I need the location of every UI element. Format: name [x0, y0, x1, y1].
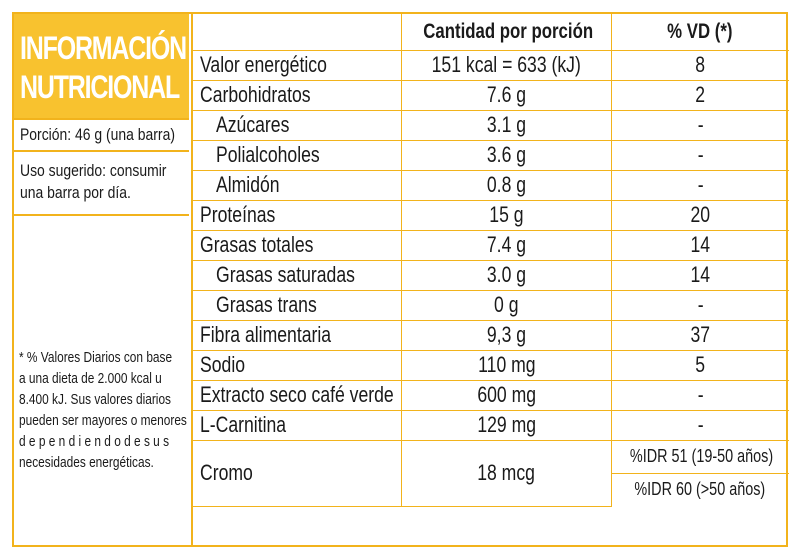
table-row: Extracto seco café verde 600 mg - — [191, 379, 789, 411]
table-header-row: Cantidad por porción % VD (*) — [191, 14, 789, 51]
row-idr-senior: %IDR 60 (>50 años) — [611, 472, 789, 506]
header-dv: % VD (*) — [611, 14, 789, 51]
row-amount: 3.6 g — [401, 139, 612, 171]
row-amount: 129 mg — [401, 409, 612, 441]
table-row: Valor energético 151 kcal = 633 (kJ) 8 — [191, 49, 789, 81]
row-name: Grasas saturadas — [191, 259, 402, 291]
row-name: Azúcares — [191, 109, 402, 141]
row-dv: 14 — [611, 229, 789, 261]
table-row: Carbohidratos 7.6 g 2 — [191, 79, 789, 111]
row-name: Fibra alimentaria — [191, 319, 402, 351]
row-dv: - — [611, 139, 789, 171]
table-row: L-Carnitina 129 mg - — [191, 409, 789, 441]
row-name: Grasas trans — [191, 289, 402, 321]
title-line-1: INFORMACIÓN — [20, 30, 187, 66]
usage-line-2: una barra por día. — [20, 183, 131, 202]
row-dv: - — [611, 169, 789, 201]
row-name: Valor energético — [191, 49, 402, 81]
row-name: Polialcoholes — [191, 139, 402, 171]
portion-text: Porción: 46 g (una barra) — [20, 125, 175, 144]
row-dv: - — [611, 109, 789, 141]
row-name: Carbohidratos — [191, 79, 402, 111]
row-name: Sodio — [191, 349, 402, 381]
table-row-chrome-2: %IDR 60 (>50 años) — [192, 472, 789, 506]
row-dv: 2 — [611, 79, 789, 111]
table-row: Grasas totales 7.4 g 14 — [191, 229, 789, 261]
note-line: a una dieta de 2.000 kcal u — [19, 371, 162, 387]
row-idr-adult: %IDR 51 (19-50 años) — [611, 439, 789, 474]
left-panel: INFORMACIÓN NUTRICIONAL Porción: 46 g (u… — [14, 14, 193, 545]
note-line: necesidades energéticas. — [19, 455, 154, 471]
row-name: Extracto seco café verde — [191, 379, 402, 411]
row-amount: 9,3 g — [401, 319, 612, 351]
row-dv: - — [611, 409, 789, 441]
row-name: L-Carnitina — [191, 409, 402, 441]
row-amount: 7.4 g — [401, 229, 612, 261]
row-dv: 14 — [611, 259, 789, 291]
table-row: Sodio 110 mg 5 — [191, 349, 789, 381]
usage-info: Uso sugerido: consumir una barra por día… — [14, 152, 189, 216]
table-row: Proteínas 15 g 20 — [191, 199, 789, 231]
table-row-chrome: Cromo 18 mcg %IDR 51 (19-50 años) — [191, 439, 789, 507]
row-amount: 110 mg — [401, 349, 612, 381]
row-amount: 600 mg — [401, 379, 612, 411]
row-dv: 5 — [611, 349, 789, 381]
row-name: Proteínas — [191, 199, 402, 231]
nutrition-label: INFORMACIÓN NUTRICIONAL Porción: 46 g (u… — [12, 12, 789, 547]
note-line: * % Valores Diarios con base — [19, 350, 173, 366]
title-block: INFORMACIÓN NUTRICIONAL — [14, 14, 189, 120]
row-amount: 151 kcal = 633 (kJ) — [401, 49, 612, 81]
row-name: Grasas totales — [191, 229, 402, 261]
table-row: Almidón 0.8 g - — [191, 169, 789, 201]
table-row: Grasas trans 0 g - — [191, 289, 789, 321]
daily-value-note: * % Valores Diarios con base a una dieta… — [14, 216, 189, 545]
table-row: Polialcoholes 3.6 g - — [191, 139, 789, 171]
title-line-2: NUTRICIONAL — [20, 69, 180, 105]
row-amount: 7.6 g — [401, 79, 612, 111]
nutrition-table: Cantidad por porción % VD (*) Valor ener… — [191, 14, 789, 507]
row-amount: 0.8 g — [401, 169, 612, 201]
row-dv: 20 — [611, 199, 789, 231]
row-dv: 37 — [611, 319, 789, 351]
row-dv: - — [611, 289, 789, 321]
row-amount: 3.1 g — [401, 109, 612, 141]
row-dv: - — [611, 379, 789, 411]
row-amount: 18 mcg — [401, 439, 612, 507]
header-amount: Cantidad por porción — [401, 14, 612, 51]
table-row: Fibra alimentaria 9,3 g 37 — [191, 319, 789, 351]
row-amount: 0 g — [401, 289, 612, 321]
note-line: d e p e n d i e n d o d e s u s — [19, 434, 170, 450]
row-amount: 15 g — [401, 199, 612, 231]
row-name: Cromo — [191, 439, 402, 507]
header-empty — [191, 14, 402, 51]
note-line: pueden ser mayores o menores — [19, 413, 187, 429]
note-text: * % Valores Diarios con base a una dieta… — [19, 348, 187, 474]
row-name: Almidón — [191, 169, 402, 201]
usage-line-1: Uso sugerido: consumir — [20, 161, 167, 180]
table-row: Grasas saturadas 3.0 g 14 — [191, 259, 789, 291]
table-row: Azúcares 3.1 g - — [191, 109, 789, 141]
portion-info: Porción: 46 g (una barra) — [14, 120, 189, 152]
note-line: 8.400 kJ. Sus valores diarios — [19, 392, 172, 408]
row-dv: 8 — [611, 49, 789, 81]
row-amount: 3.0 g — [401, 259, 612, 291]
